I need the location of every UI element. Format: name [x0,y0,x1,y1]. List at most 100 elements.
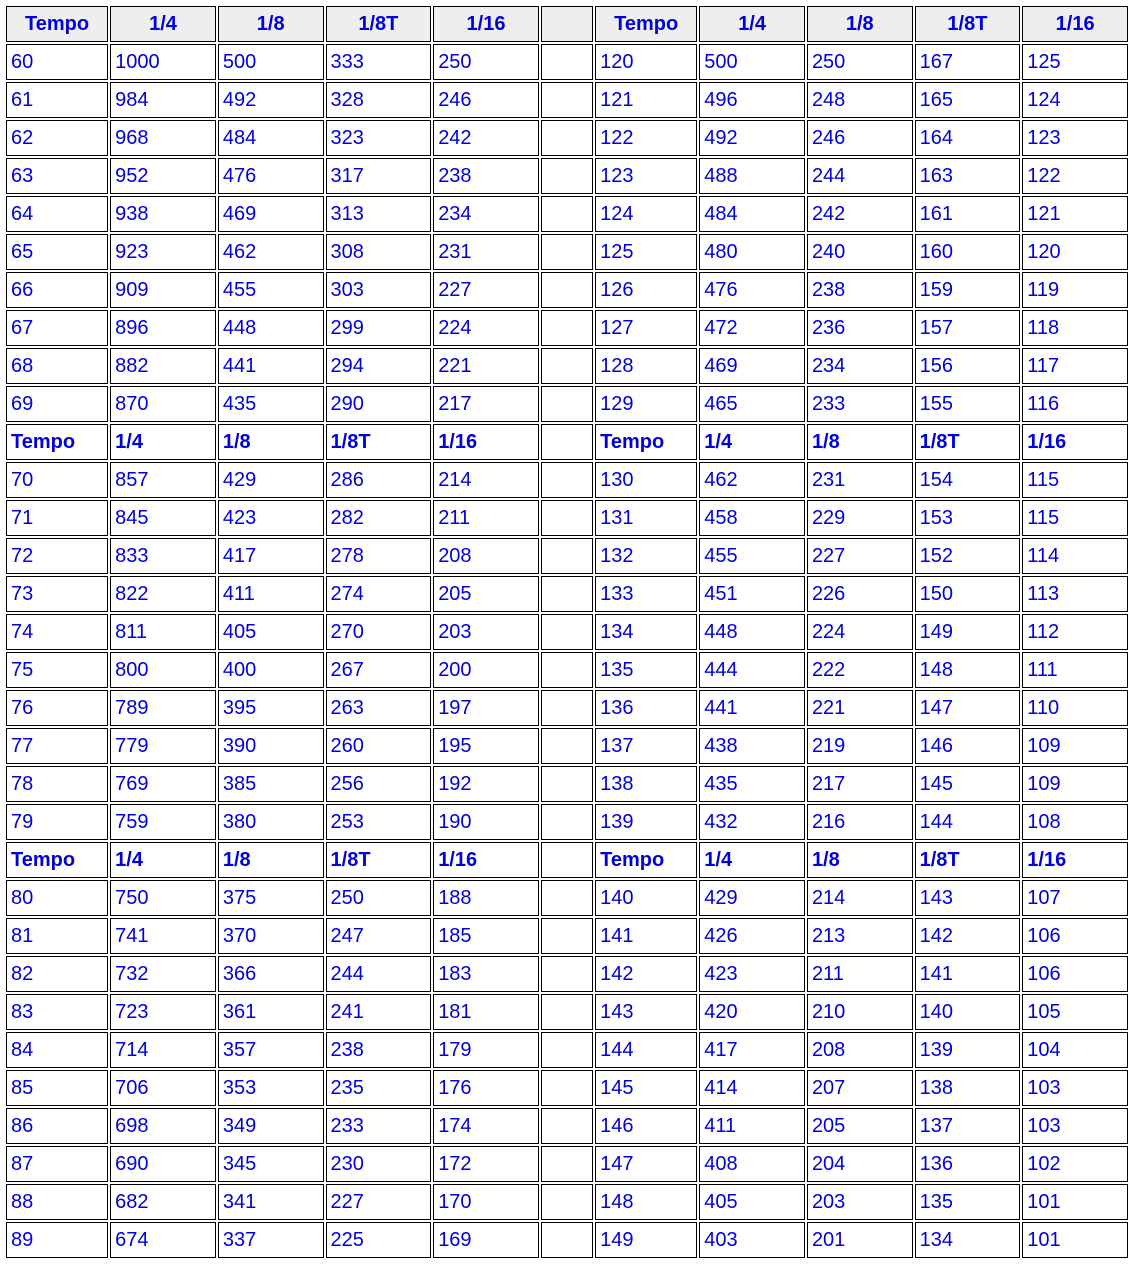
value-cell: 134 [915,1222,1021,1258]
value-cell: 208 [807,1032,913,1068]
col-tempo-left: Tempo [6,6,108,42]
subheader-cell: 1/8T [915,424,1021,460]
value-cell: 400 [218,652,324,688]
value-cell: 122 [1022,158,1128,194]
tempo-cell: 66 [6,272,108,308]
value-cell: 138 [915,1070,1021,1106]
value-cell: 154 [915,462,1021,498]
value-cell: 411 [218,576,324,612]
value-cell: 448 [218,310,324,346]
tempo-cell: 146 [595,1108,697,1144]
value-cell: 435 [699,766,805,802]
spacer-cell [541,880,593,916]
value-cell: 438 [699,728,805,764]
spacer-cell [541,652,593,688]
value-cell: 197 [433,690,539,726]
value-cell: 465 [699,386,805,422]
value-cell: 167 [915,44,1021,80]
value-cell: 366 [218,956,324,992]
tempo-cell: 63 [6,158,108,194]
value-cell: 231 [807,462,913,498]
value-cell: 414 [699,1070,805,1106]
subheader-cell: 1/4 [699,424,805,460]
value-cell: 103 [1022,1108,1128,1144]
value-cell: 161 [915,196,1021,232]
tempo-cell: 78 [6,766,108,802]
value-cell: 225 [326,1222,432,1258]
table-row: 82732366244183142423211141106 [6,956,1128,992]
value-cell: 135 [915,1184,1021,1220]
tempo-cell: 145 [595,1070,697,1106]
tempo-cell: 81 [6,918,108,954]
value-cell: 789 [110,690,216,726]
value-cell: 492 [699,120,805,156]
value-cell: 179 [433,1032,539,1068]
value-cell: 111 [1022,652,1128,688]
value-cell: 226 [807,576,913,612]
value-cell: 118 [1022,310,1128,346]
tempo-cell: 138 [595,766,697,802]
tempo-cell: 85 [6,1070,108,1106]
value-cell: 144 [915,804,1021,840]
value-cell: 224 [433,310,539,346]
value-cell: 741 [110,918,216,954]
col-spacer [541,6,593,42]
value-cell: 250 [807,44,913,80]
value-cell: 779 [110,728,216,764]
table-row: 88682341227170148405203135101 [6,1184,1128,1220]
value-cell: 174 [433,1108,539,1144]
value-cell: 333 [326,44,432,80]
value-cell: 241 [326,994,432,1030]
value-cell: 492 [218,82,324,118]
value-cell: 432 [699,804,805,840]
subheader-cell: 1/8 [218,842,324,878]
table-subheader: Tempo1/41/81/8T1/16Tempo1/41/81/8T1/16 [6,842,1128,878]
value-cell: 800 [110,652,216,688]
tempo-cell: 133 [595,576,697,612]
table-row: 76789395263197136441221147110 [6,690,1128,726]
subheader-cell: 1/8T [915,842,1021,878]
value-cell: 105 [1022,994,1128,1030]
value-cell: 234 [433,196,539,232]
value-cell: 214 [807,880,913,916]
value-cell: 822 [110,576,216,612]
value-cell: 163 [915,158,1021,194]
spacer-cell [541,614,593,650]
value-cell: 349 [218,1108,324,1144]
value-cell: 116 [1022,386,1128,422]
value-cell: 240 [807,234,913,270]
value-cell: 682 [110,1184,216,1220]
tempo-cell: 134 [595,614,697,650]
value-cell: 188 [433,880,539,916]
value-cell: 480 [699,234,805,270]
value-cell: 236 [807,310,913,346]
tempo-cell: 128 [595,348,697,384]
value-cell: 263 [326,690,432,726]
value-cell: 211 [807,956,913,992]
value-cell: 170 [433,1184,539,1220]
value-cell: 244 [807,158,913,194]
col-quarter-left: 1/4 [110,6,216,42]
value-cell: 142 [915,918,1021,954]
value-cell: 250 [326,880,432,916]
tempo-cell: 86 [6,1108,108,1144]
tempo-cell: 120 [595,44,697,80]
value-cell: 462 [218,234,324,270]
value-cell: 408 [699,1146,805,1182]
tempo-cell: 137 [595,728,697,764]
value-cell: 769 [110,766,216,802]
subheader-cell: Tempo [595,842,697,878]
value-cell: 217 [807,766,913,802]
value-cell: 403 [699,1222,805,1258]
value-cell: 299 [326,310,432,346]
subheader-cell: 1/16 [1022,424,1128,460]
value-cell: 420 [699,994,805,1030]
value-cell: 870 [110,386,216,422]
value-cell: 244 [326,956,432,992]
table-subheader: Tempo1/41/81/8T1/16Tempo1/41/81/8T1/16 [6,424,1128,460]
value-cell: 426 [699,918,805,954]
value-cell: 282 [326,500,432,536]
tempo-cell: 121 [595,82,697,118]
value-cell: 441 [699,690,805,726]
value-cell: 811 [110,614,216,650]
